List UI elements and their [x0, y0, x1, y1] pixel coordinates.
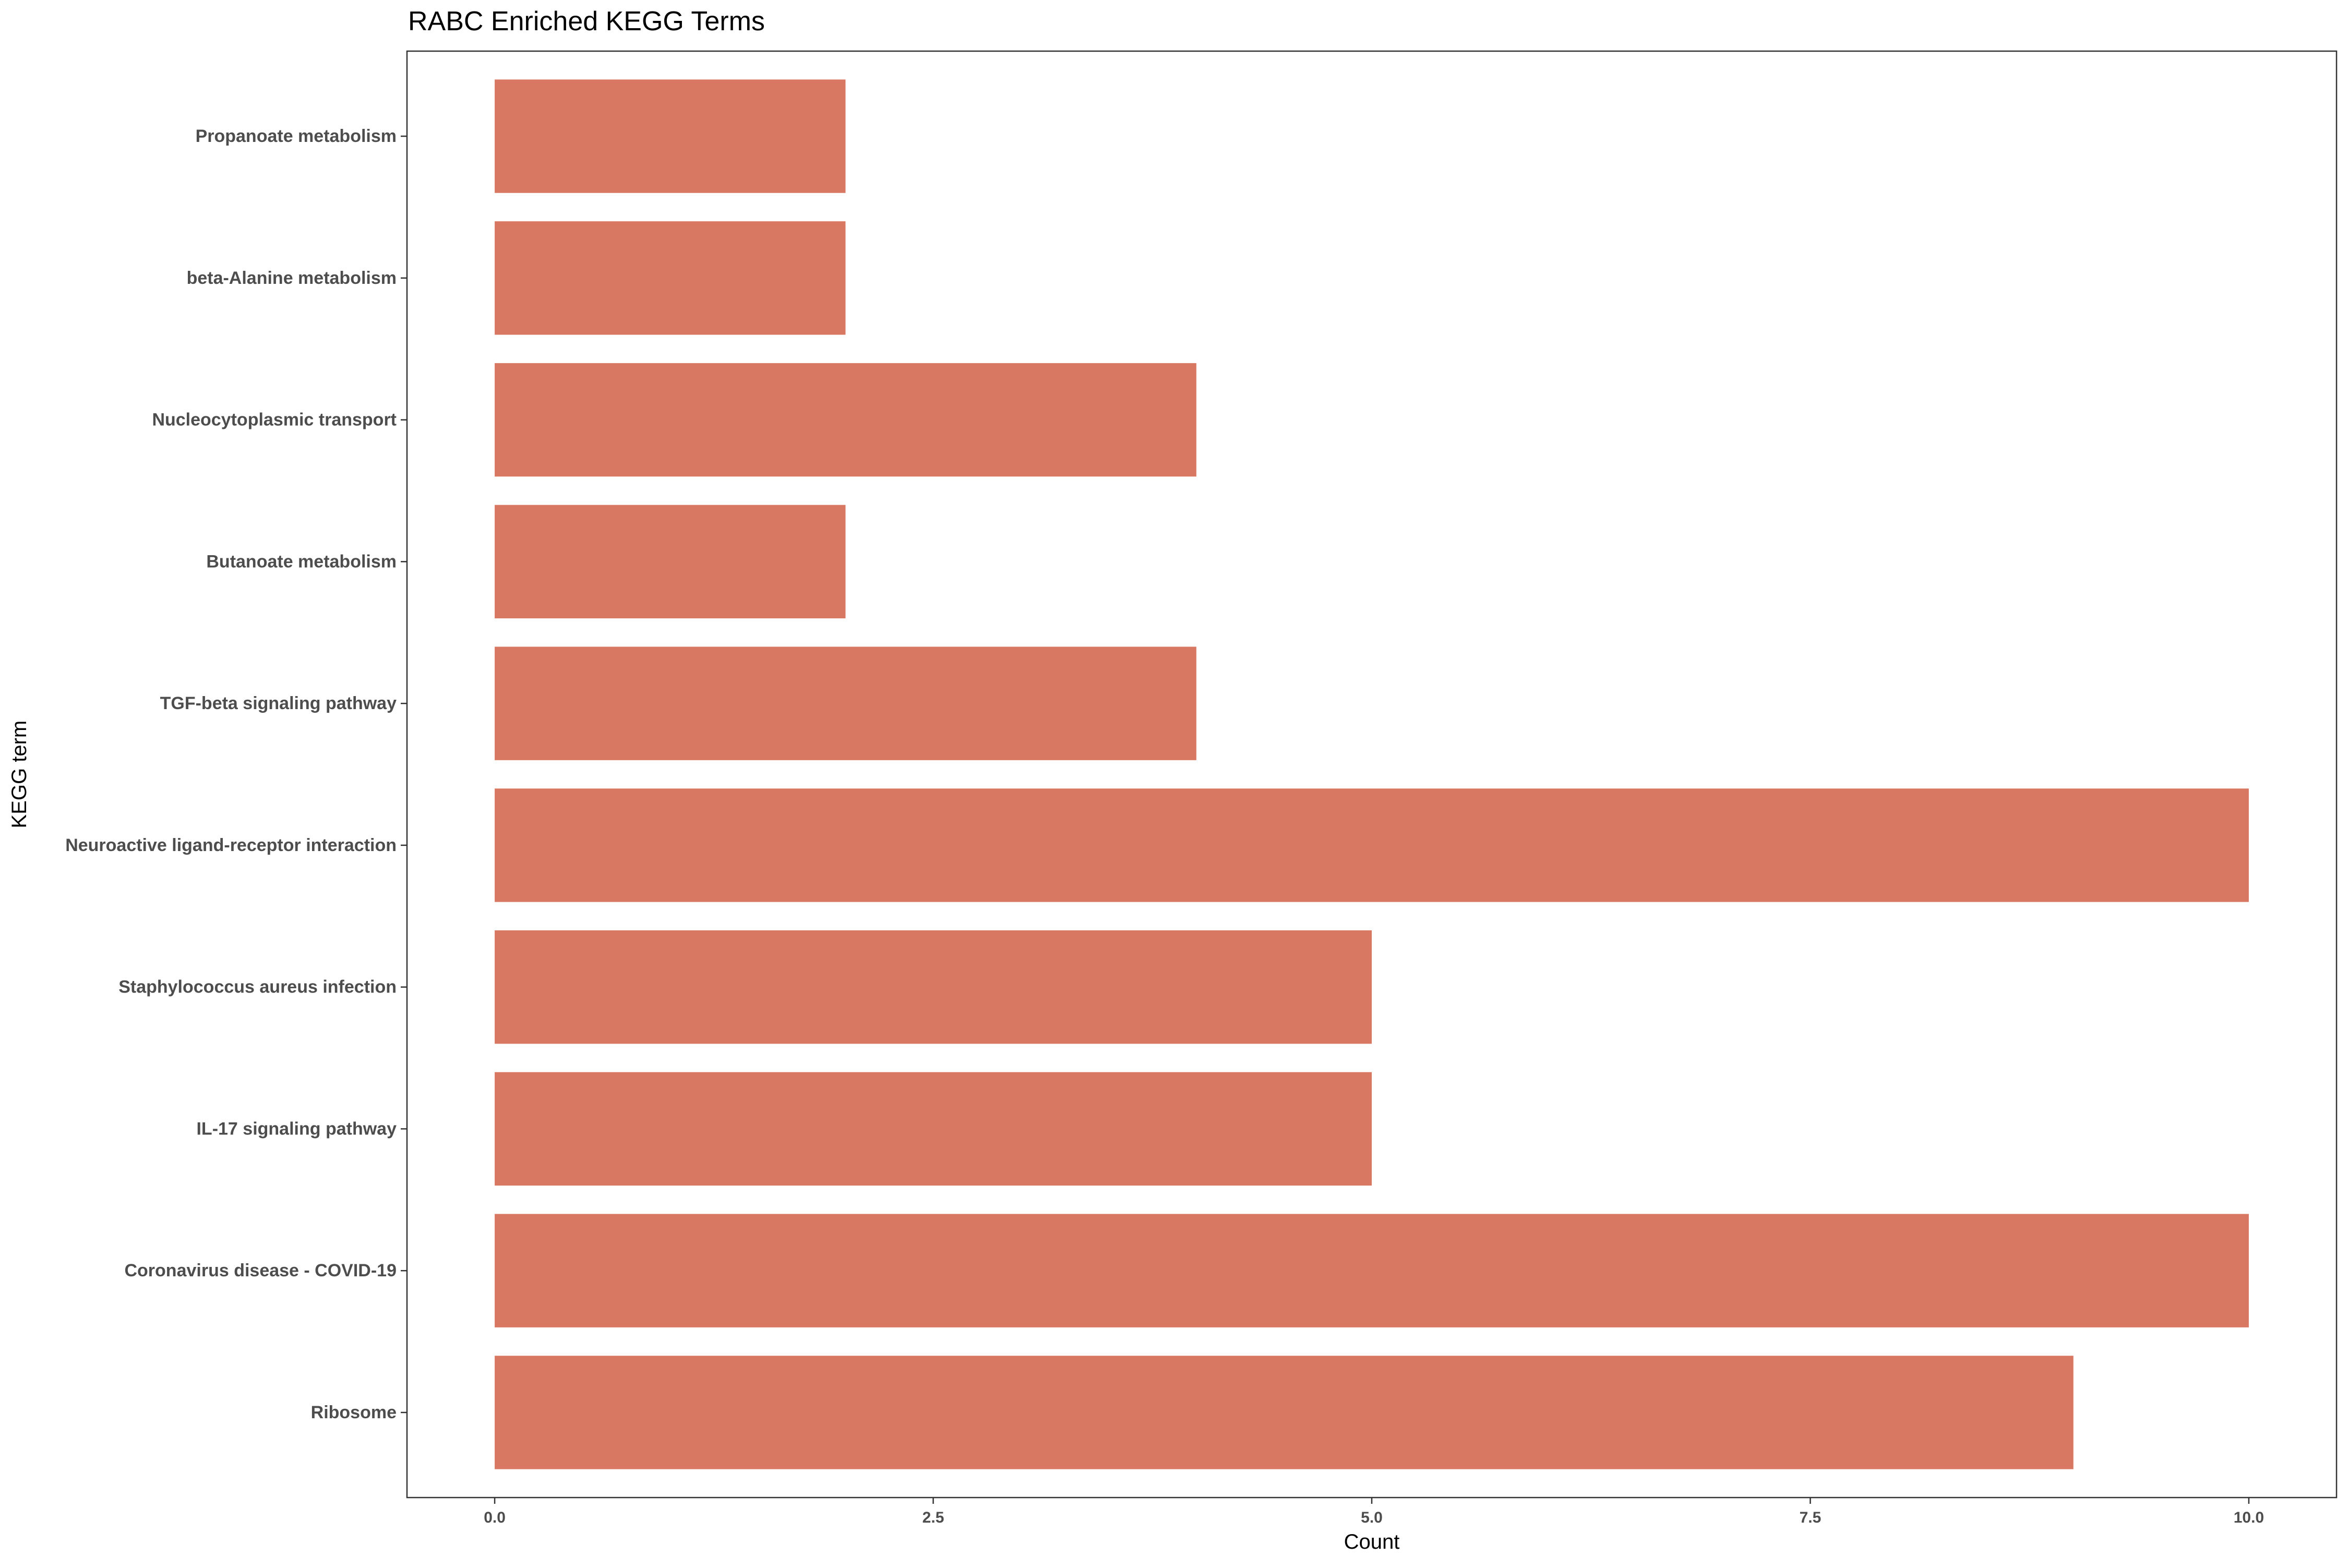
bar-7 [495, 505, 846, 619]
bar-4 [495, 930, 1372, 1044]
bars-layer [495, 79, 2249, 1469]
x-tick-label: 0.0 [484, 1509, 506, 1526]
bar-6 [495, 647, 1196, 760]
bar-9 [495, 221, 846, 335]
y-tick-label: Ribosome [311, 1403, 397, 1422]
plot-panel-border [406, 50, 2338, 1499]
y-tick-label: beta-Alanine metabolism [187, 268, 397, 288]
bar-3 [495, 1072, 1372, 1186]
x-tick-label: 7.5 [1800, 1509, 1822, 1526]
y-tick-label: Neuroactive ligand-receptor interaction [65, 835, 397, 855]
x-axis-title: Count [1344, 1530, 1400, 1553]
bar-2 [495, 1214, 2249, 1327]
x-tick-label: 10.0 [2234, 1509, 2264, 1526]
bar-5 [495, 788, 2249, 902]
y-axis-title: KEGG term [8, 721, 31, 829]
bar-8 [495, 363, 1196, 477]
y-tick-label: Butanoate metabolism [206, 552, 397, 571]
y-tick-label: TGF-beta signaling pathway [160, 693, 397, 713]
bar-10 [495, 79, 846, 193]
y-axis: Ribosome Coronavirus disease - COVID-19 IL… [65, 126, 407, 1422]
y-tick-label: IL-17 signaling pathway [196, 1119, 397, 1139]
x-tick-label: 2.5 [923, 1509, 944, 1526]
x-tick-label: 5.0 [1361, 1509, 1383, 1526]
y-tick-label: Nucleocytoplasmic transport [152, 410, 397, 430]
y-tick-label: Propanoate metabolism [196, 126, 397, 146]
y-tick-label: Staphylococcus aureus infection [118, 977, 397, 997]
y-tick-label: Coronavirus disease - COVID-19 [124, 1261, 397, 1280]
x-axis: 0.0 2.5 5.0 7.5 10.0 [484, 1498, 2264, 1526]
bar-1 [495, 1356, 2074, 1469]
chart-title: RABC Enriched KEGG Terms [408, 6, 765, 37]
